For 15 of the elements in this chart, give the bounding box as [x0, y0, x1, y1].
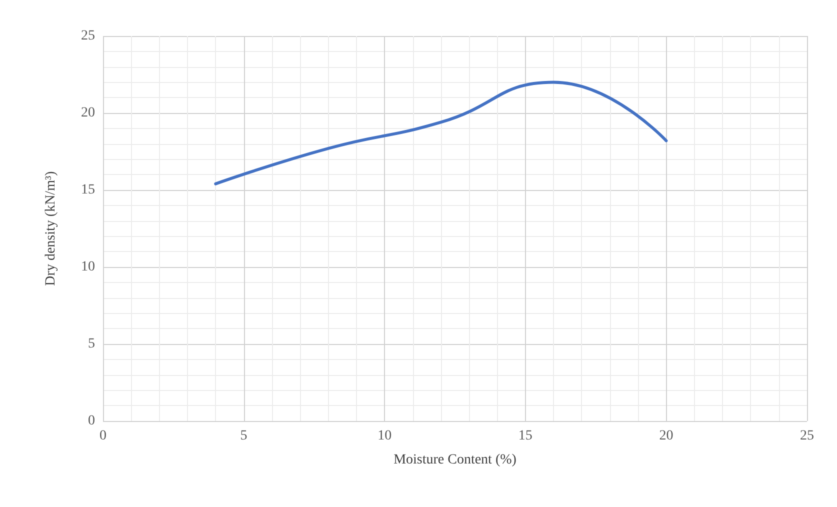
- x-tick-label: 25: [800, 428, 814, 444]
- x-tick-label: 5: [240, 428, 248, 444]
- x-tick-label: 0: [100, 428, 106, 444]
- x-tick-label: 10: [378, 428, 392, 444]
- x-tick-label: 20: [659, 428, 674, 444]
- x-tick-label: 15: [518, 428, 532, 444]
- y-tick-label: 5: [88, 336, 95, 352]
- y-tick-label: 0: [88, 414, 95, 428]
- y-axis-title: Dry density (kN/m³): [44, 170, 58, 286]
- y-tick-label: 15: [81, 182, 95, 198]
- y-tick-label: 25: [81, 28, 95, 44]
- y-tick-label: 10: [81, 260, 95, 274]
- line-series: [214, 80, 668, 186]
- y-tick-label: 20: [81, 106, 95, 120]
- x-axis-title: Moisture Content (%): [394, 452, 517, 468]
